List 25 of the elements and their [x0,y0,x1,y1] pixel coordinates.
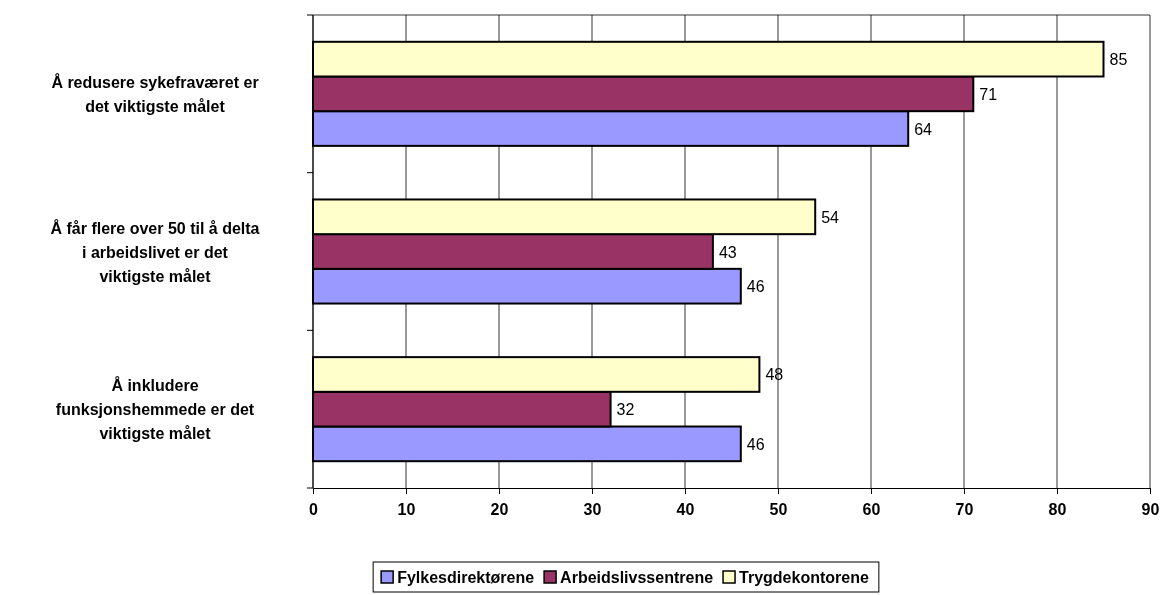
data-label: 71 [979,85,998,103]
legend-label: Fylkesdirektørene [397,569,535,586]
data-label: 46 [746,278,765,296]
data-label: 85 [1109,51,1128,69]
x-tick-label: 40 [676,500,695,518]
y-tick-label: Å inkludere funksjonshemmede er det viktigste målet [55,376,255,443]
y-tick-label: Å får flere over 50 til å delta i arbeidslivet er det viktigste målet [50,218,260,285]
legend-label: Trygdekontorene [739,569,869,586]
data-label: 46 [746,435,765,453]
data-label: 48 [765,366,784,384]
data-label: 32 [616,401,635,419]
data-label: 54 [821,208,840,226]
y-tick-label: Å redusere sykefraværet er det viktigste målet [51,72,259,115]
data-label: 43 [718,243,737,261]
x-tick-label: 70 [955,500,974,518]
x-tick-label: 60 [862,500,881,518]
x-tick-label: 80 [1048,500,1067,518]
x-tick-label: 20 [490,500,509,518]
data-label: 64 [914,120,933,138]
x-tick-label: 90 [1141,500,1160,518]
legend-label: Arbeidslivssentrene [560,569,714,586]
x-tick-label: 10 [397,500,416,518]
x-tick-label: 0 [309,500,319,518]
x-tick-label: 50 [769,500,788,518]
x-tick-label: 30 [583,500,602,518]
